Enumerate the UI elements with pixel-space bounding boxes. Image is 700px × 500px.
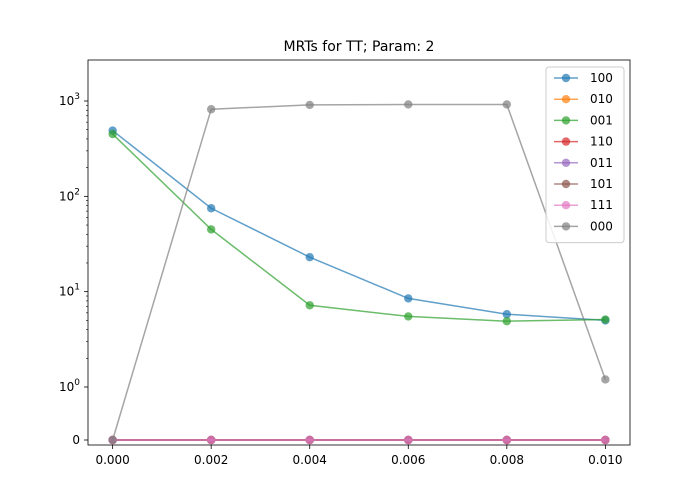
legend-marker-001 <box>561 116 571 125</box>
x-tick-label: 0.006 <box>391 453 425 467</box>
data-point-100 <box>404 294 413 303</box>
legend-label-000: 000 <box>590 219 613 233</box>
legend-label-101: 101 <box>590 177 613 191</box>
legend-marker-000 <box>561 222 571 231</box>
y-tick-label: 102 <box>59 187 80 203</box>
data-point-000 <box>502 100 512 109</box>
legend-marker-100 <box>561 73 571 83</box>
axes-frame <box>87 59 631 446</box>
data-point-001 <box>502 317 512 326</box>
x-tick-label: 0.000 <box>95 453 129 467</box>
data-point-111 <box>404 435 413 445</box>
x-tick-label: 0.002 <box>194 453 228 467</box>
data-point-001 <box>206 225 216 234</box>
legend-marker-010 <box>561 95 571 104</box>
legend-label-010: 010 <box>590 92 613 106</box>
legend-box <box>545 66 625 244</box>
chart-title: MRTs for TT; Param: 2 <box>284 39 435 55</box>
x-tick-label: 0.008 <box>490 453 524 467</box>
x-tick-label: 0.010 <box>588 453 622 467</box>
data-point-111 <box>502 435 512 445</box>
y-tick-label: 103 <box>59 92 80 108</box>
data-point-111 <box>601 435 610 445</box>
legend-label-111: 111 <box>590 198 613 212</box>
legend-label-011: 011 <box>590 156 613 170</box>
data-point-001 <box>108 129 117 139</box>
series-line-001 <box>112 133 606 322</box>
data-point-001 <box>404 312 413 321</box>
y-tick-label: 100 <box>59 378 80 394</box>
data-point-000 <box>305 100 314 110</box>
data-point-100 <box>502 310 512 319</box>
y-tick-label: 101 <box>59 283 80 299</box>
series-line-000 <box>111 103 607 441</box>
y-tick-label: 0 <box>72 433 80 447</box>
legend-label-001: 001 <box>590 113 613 127</box>
legend-marker-011 <box>561 158 571 167</box>
legend-marker-101 <box>561 179 571 189</box>
data-point-100 <box>206 204 216 213</box>
data-point-000 <box>108 435 117 445</box>
data-point-001 <box>305 301 314 310</box>
data-point-000 <box>404 100 413 109</box>
series-line-100 <box>112 129 606 322</box>
legend-marker-111 <box>561 201 571 210</box>
legend-label-100: 100 <box>590 71 613 85</box>
data-point-111 <box>305 435 314 445</box>
legend-label-110: 110 <box>590 135 613 149</box>
x-tick-label: 0.004 <box>293 453 327 467</box>
plot-area: 0.000 0.002 0.004 0.006 0.008 0.0100100101102… <box>59 59 631 467</box>
legend-marker-110 <box>561 137 571 146</box>
data-point-111 <box>206 435 216 445</box>
data-point-000 <box>206 105 216 114</box>
data-point-000 <box>601 375 610 384</box>
data-point-100 <box>305 252 314 262</box>
data-point-001 <box>601 315 610 324</box>
